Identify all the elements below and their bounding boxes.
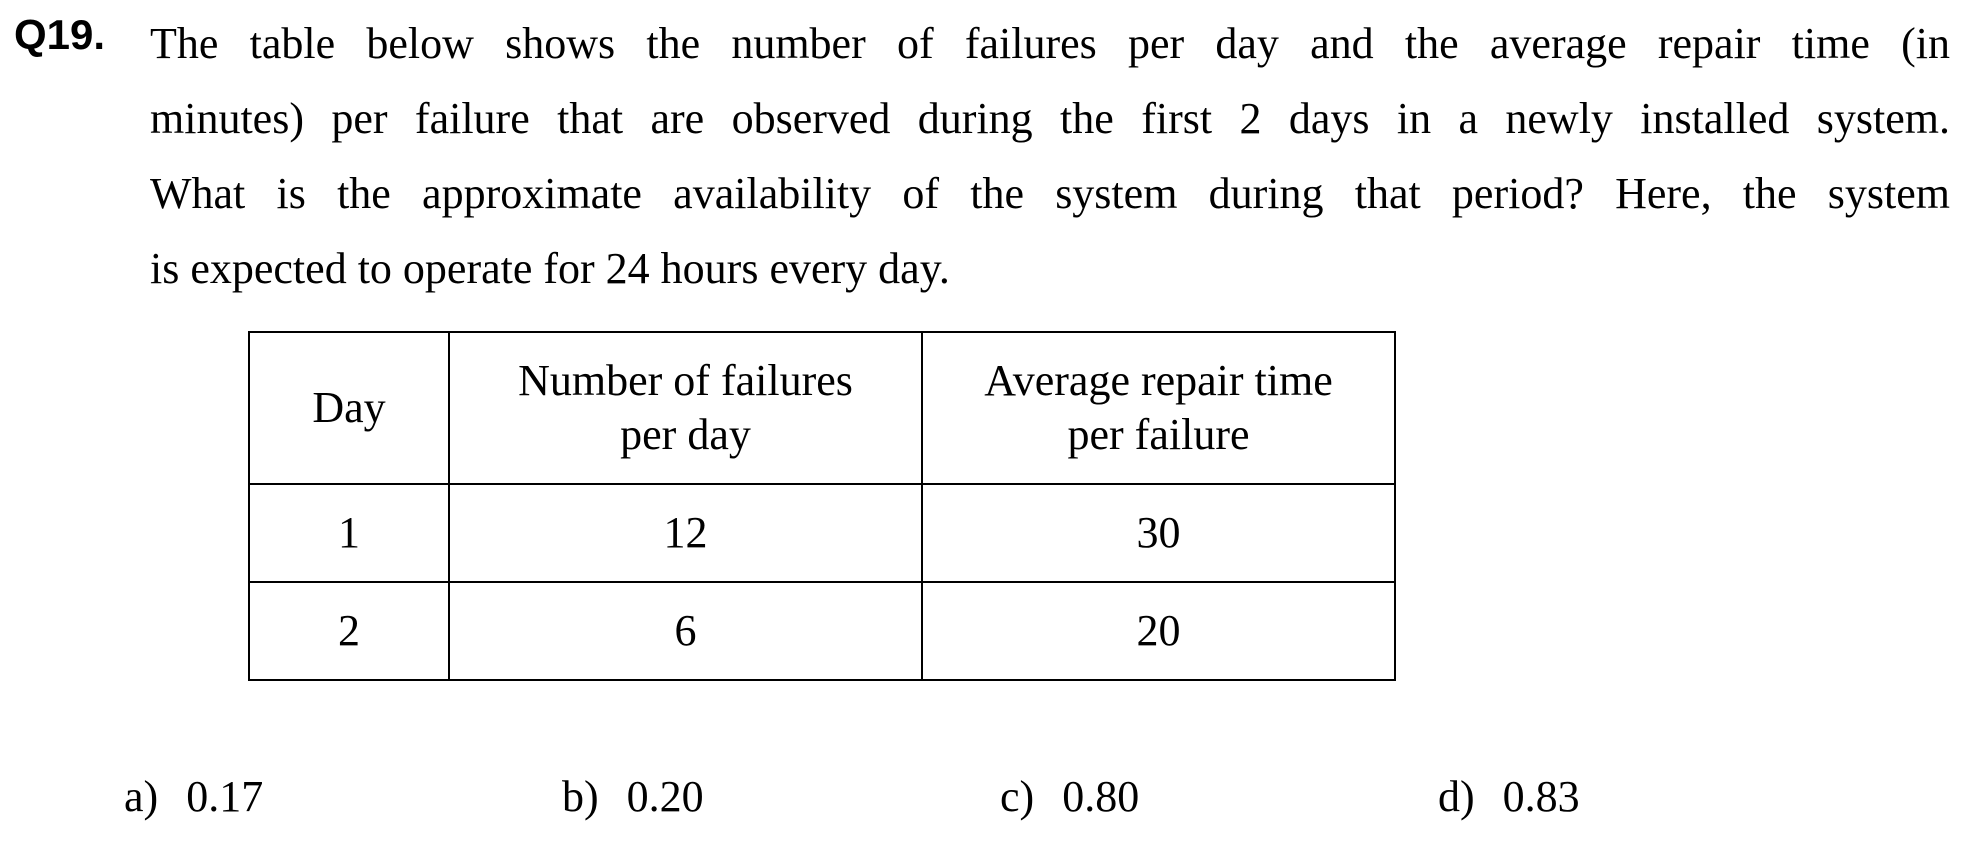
failures-table: Day Number of failures per day Average r…	[248, 331, 1396, 681]
choice-b[interactable]: b) 0.20	[562, 775, 704, 819]
choice-value: 0.20	[626, 772, 704, 821]
choice-value: 0.83	[1502, 772, 1580, 821]
choice-letter: b)	[562, 772, 599, 821]
choice-value: 0.17	[186, 772, 264, 821]
header-repair-line-2: per failure	[1067, 410, 1250, 459]
choice-a[interactable]: a) 0.17	[124, 775, 263, 819]
choice-d[interactable]: d) 0.83	[1438, 775, 1580, 819]
cell-failures: 6	[448, 581, 923, 681]
choice-c[interactable]: c) 0.80	[1000, 775, 1139, 819]
header-failures-line-2: per day	[620, 410, 751, 459]
question-line-3: What is the approximate availability of …	[150, 169, 1950, 218]
cell-day: 2	[248, 581, 450, 681]
table-row: 2 6 20	[248, 581, 1396, 681]
header-failures-line-1: Number of failures	[518, 356, 853, 405]
header-failures: Number of failures per day	[448, 331, 923, 485]
question-text: The table below shows the number of fail…	[150, 6, 1950, 306]
table-row: 1 12 30	[248, 483, 1396, 583]
cell-failures: 12	[448, 483, 923, 583]
question-line-1: The table below shows the number of fail…	[150, 19, 1950, 68]
question-line-4: is expected to operate for 24 hours ever…	[150, 244, 950, 293]
cell-day: 1	[248, 483, 450, 583]
choice-letter: a)	[124, 772, 159, 821]
question-number: Q19.	[14, 11, 106, 58]
cell-repair-time: 20	[921, 581, 1396, 681]
question-line-2: minutes) per failure that are observed d…	[150, 94, 1950, 143]
cell-repair-time: 30	[921, 483, 1396, 583]
table-header-row: Day Number of failures per day Average r…	[248, 331, 1396, 485]
choice-letter: d)	[1438, 772, 1475, 821]
choice-letter: c)	[1000, 772, 1035, 821]
header-repair-line-1: Average repair time	[984, 356, 1333, 405]
header-day: Day	[248, 331, 450, 485]
choice-value: 0.80	[1062, 772, 1140, 821]
header-repair-time: Average repair time per failure	[921, 331, 1396, 485]
